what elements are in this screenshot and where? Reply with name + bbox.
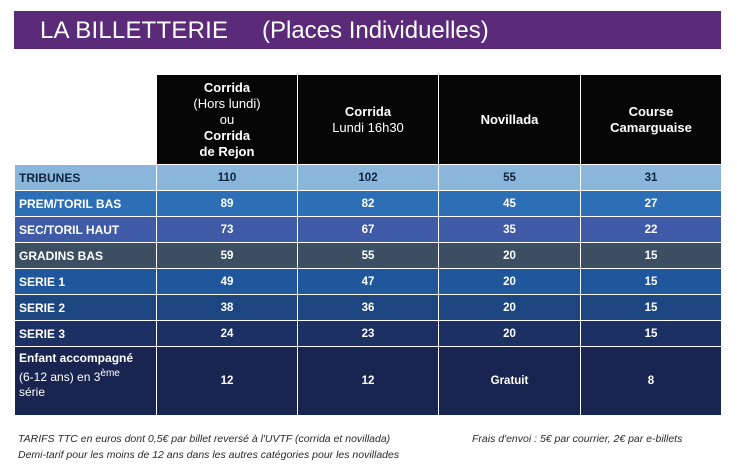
price-cell: 55 [297,242,439,269]
price-cell: 23 [297,320,439,347]
price-cell: 47 [297,268,439,295]
table-row: PREM/TORIL BAS 89 82 45 27 [14,190,722,217]
table-header-row: Corrida (Hors lundi) ou Corrida de Rejon… [14,74,722,165]
table-row: SERIE 2 38 36 20 15 [14,294,722,321]
row-label: PREM/TORIL BAS [14,190,157,217]
header-line: (Hors lundi) [193,95,261,111]
page-title: LA BILLETTERIE [40,17,229,44]
footer-note-demi-tarif: Demi-tarif pour les moins de 12 ans dans… [18,449,400,461]
row-sublabel-sup: ème [100,368,120,379]
price-cell: 45 [438,190,581,217]
price-cell: 20 [438,320,581,347]
price-cell: 20 [438,294,581,321]
price-cell: 89 [156,190,298,217]
header-line: Corrida [344,103,392,119]
price-cell: 35 [438,216,581,243]
footer-note-frais: Frais d'envoi : 5€ par courrier, 2€ par … [472,433,683,445]
row-sublabel-2: série [19,385,46,399]
price-cell: 36 [297,294,439,321]
price-cell: 110 [156,164,298,191]
header-line: Lundi 16h30 [332,119,404,135]
header-line: Novillada [480,111,539,127]
header-corner [14,74,157,165]
price-cell: 27 [580,190,722,217]
price-cell: 82 [297,190,439,217]
price-cell: 59 [156,242,298,269]
header-corrida: Corrida (Hors lundi) ou Corrida de Rejon [156,74,298,165]
price-table: Corrida (Hors lundi) ou Corrida de Rejon… [14,74,722,416]
price-cell: Gratuit [438,346,581,416]
price-cell: 102 [297,164,439,191]
row-label: TRIBUNES [14,164,157,191]
header-line: de Rejon [199,143,255,159]
price-cell: 15 [580,242,722,269]
footer-note-tarifs: TARIFS TTC en euros dont 0,5€ par billet… [18,433,391,445]
row-label: GRADINS BAS [14,242,157,269]
price-cell: 67 [297,216,439,243]
header-corrida-lundi: Corrida Lundi 16h30 [297,74,439,165]
table-row: TRIBUNES 110 102 55 31 [14,164,722,191]
price-cell: 15 [580,294,722,321]
row-label: SERIE 2 [14,294,157,321]
header-novillada: Novillada [438,74,581,165]
page-subtitle: (Places Individuelles) [262,17,489,44]
price-cell: 73 [156,216,298,243]
row-label: SERIE 3 [14,320,157,347]
table-row: GRADINS BAS 59 55 20 15 [14,242,722,269]
price-cell: 49 [156,268,298,295]
title-banner: LA BILLETTERIE (Places Individuelles) [14,11,721,49]
price-cell: 12 [297,346,439,416]
row-label: Enfant accompagné [19,351,134,365]
table-row: SERIE 3 24 23 20 15 [14,320,722,347]
table-row: Enfant accompagné (6-12 ans) en 3ème sér… [14,346,722,416]
header-course-camarguaise: Course Camarguaise [580,74,722,165]
price-cell: 24 [156,320,298,347]
table-row: SEC/TORIL HAUT 73 67 35 22 [14,216,722,243]
row-label-child: Enfant accompagné (6-12 ans) en 3ème sér… [14,346,157,416]
row-sublabel: (6-12 ans) en 3 [19,370,101,384]
price-cell: 22 [580,216,722,243]
row-label: SEC/TORIL HAUT [14,216,157,243]
price-cell: 31 [580,164,722,191]
header-line: Corrida [203,79,251,95]
price-cell: 12 [156,346,298,416]
price-cell: 20 [438,268,581,295]
price-cell: 8 [580,346,722,416]
table-row: SERIE 1 49 47 20 15 [14,268,722,295]
row-label: SERIE 1 [14,268,157,295]
price-cell: 20 [438,242,581,269]
header-line: Corrida [203,127,251,143]
price-cell: 55 [438,164,581,191]
price-cell: 38 [156,294,298,321]
header-line: Course [628,103,674,119]
price-cell: 15 [580,268,722,295]
header-line: Camarguaise [610,119,692,135]
header-line: ou [219,111,235,127]
price-cell: 15 [580,320,722,347]
